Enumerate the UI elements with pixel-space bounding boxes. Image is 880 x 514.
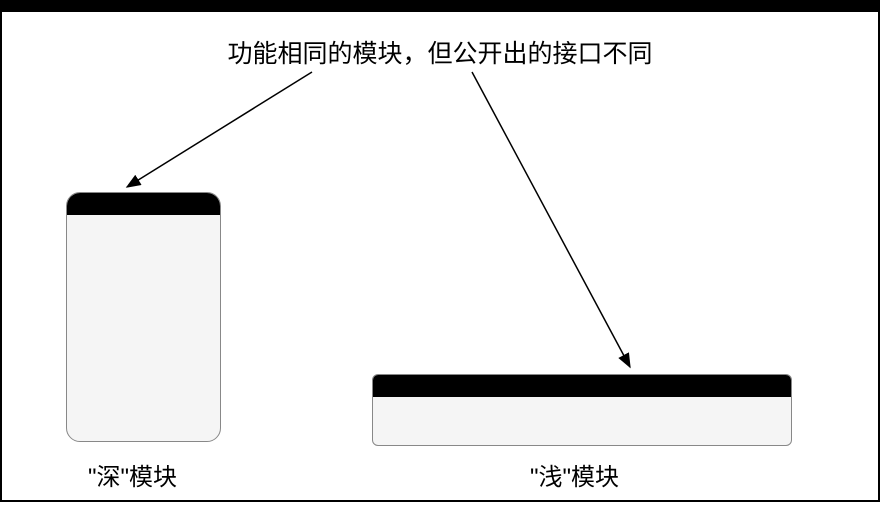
arrow-to-shallow [472, 72, 630, 367]
shallow-module-label: "浅"模块 [530, 457, 619, 492]
shallow-module-interface [373, 375, 791, 397]
diagram-container: 功能相同的模块，但公开出的接口不同 "深"模块 "浅"模块 [0, 0, 880, 502]
deep-module [66, 192, 221, 442]
shallow-module [372, 374, 792, 446]
deep-module-label: "深"模块 [88, 457, 177, 492]
deep-module-interface [67, 193, 220, 215]
diagram-title: 功能相同的模块，但公开出的接口不同 [227, 34, 652, 70]
arrow-to-deep [127, 72, 312, 187]
